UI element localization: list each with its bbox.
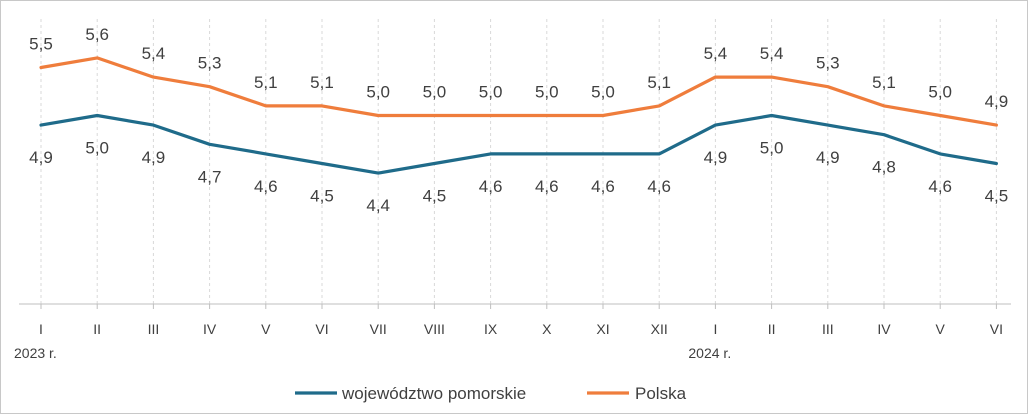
data-label: 4,9 <box>29 148 53 167</box>
data-label: 4,4 <box>366 196 390 215</box>
x-tick-label: V <box>936 321 946 337</box>
x-tick-label: VI <box>315 321 328 337</box>
data-label: 5,0 <box>591 83 615 102</box>
data-label: 5,1 <box>872 73 896 92</box>
series-line-polska <box>39 56 999 127</box>
x-tick-label: XI <box>596 321 609 337</box>
data-label: 5,0 <box>928 83 952 102</box>
data-label: 4,5 <box>423 187 447 206</box>
x-tick-label: IX <box>484 321 498 337</box>
data-label: 4,6 <box>254 177 278 196</box>
data-label: 4,5 <box>310 187 334 206</box>
x-tick-label: II <box>93 321 101 337</box>
x-tick-label: IV <box>203 321 217 337</box>
data-label: 4,9 <box>704 148 728 167</box>
x-tick-label: XII <box>651 321 668 337</box>
data-label: 5,6 <box>85 25 109 44</box>
series-line-pomorskie <box>39 113 999 175</box>
data-label: 5,0 <box>479 83 503 102</box>
data-label: 4,9 <box>816 148 840 167</box>
x-axis: I II III IV V VI VII VIII IX X XI XII I II III IV V VI202… <box>14 303 1011 361</box>
data-label: 4,9 <box>142 148 166 167</box>
x-tick-label: X <box>542 321 552 337</box>
data-labels: 4,9 5,0 4,9 4,7 4,6 4,5 4,4 4,5 4,6 4,6 4,6 4,6 4,9 5… <box>29 25 1008 215</box>
data-label: 5,3 <box>816 54 840 73</box>
data-label: 4,7 <box>198 167 222 186</box>
data-label: 5,0 <box>535 83 559 102</box>
x-tick-label: VI <box>990 321 1003 337</box>
x-tick-label: IV <box>877 321 891 337</box>
data-label: 5,0 <box>85 139 109 158</box>
grid-lines <box>40 19 997 304</box>
data-label: 5,4 <box>142 44 166 63</box>
x-tick-label: II <box>768 321 776 337</box>
legend-label: Polska <box>635 384 687 403</box>
data-label: 5,4 <box>760 44 784 63</box>
data-label: 5,3 <box>198 54 222 73</box>
data-label: 5,5 <box>29 35 53 54</box>
data-label: 5,0 <box>760 139 784 158</box>
data-label: 4,6 <box>591 177 615 196</box>
data-label: 4,6 <box>647 177 671 196</box>
x-tick-label: III <box>822 321 834 337</box>
x-tick-label: I <box>39 321 43 337</box>
data-label: 5,1 <box>647 73 671 92</box>
x-tick-label: V <box>261 321 271 337</box>
data-label: 4,6 <box>928 177 952 196</box>
year-label: 2024 r. <box>688 345 731 361</box>
x-tick-label: III <box>148 321 160 337</box>
year-label: 2023 r. <box>14 345 57 361</box>
legend: województwo pomorskie Polska <box>295 384 687 403</box>
data-label: 4,9 <box>985 92 1009 111</box>
data-label: 4,6 <box>535 177 559 196</box>
data-label: 5,1 <box>254 73 278 92</box>
data-label: 4,5 <box>985 187 1009 206</box>
data-label: 5,1 <box>310 73 334 92</box>
data-label: 5,0 <box>423 83 447 102</box>
x-tick-label: I <box>713 321 717 337</box>
x-tick-label: VII <box>370 321 387 337</box>
series-lines <box>39 56 999 175</box>
data-label: 5,4 <box>704 44 728 63</box>
legend-label: województwo pomorskie <box>341 384 526 403</box>
data-label: 4,6 <box>479 177 503 196</box>
data-label: 5,0 <box>366 83 390 102</box>
data-label: 4,8 <box>872 158 896 177</box>
x-tick-label: VIII <box>424 321 445 337</box>
